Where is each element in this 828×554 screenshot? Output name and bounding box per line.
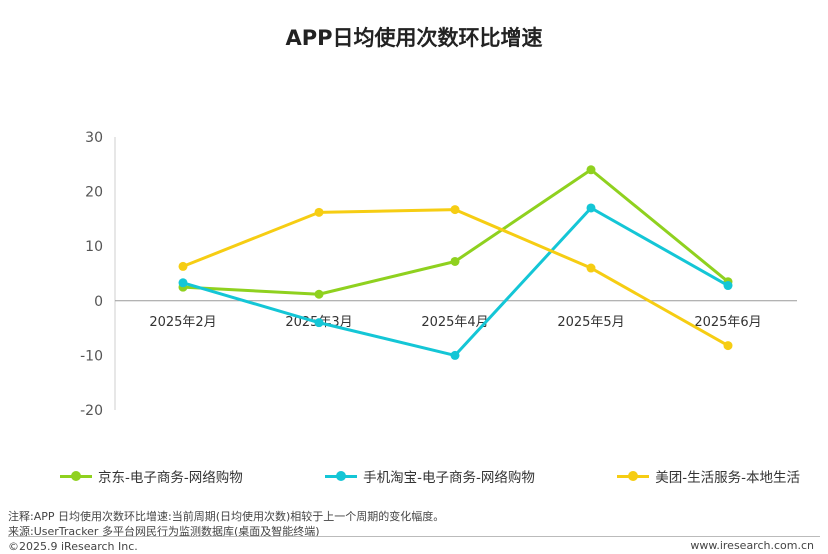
y-tick-label-0: 30 <box>85 130 103 146</box>
footer-note: 注释:APP 日均使用次数环比增速:当前周期(日均使用次数)相较于上一个周期的变… <box>8 510 445 523</box>
data-point-1-2 <box>450 350 460 360</box>
x-tick-label-3: 2025年5月 <box>557 315 624 330</box>
legend-item-taobao: 手机淘宝-电子商务-网络购物 <box>325 466 535 486</box>
legend-label-taobao: 手机淘宝-电子商务-网络购物 <box>363 470 535 486</box>
axes: 3020100-10-202025年2月2025年3月2025年4月2025年5… <box>80 130 797 419</box>
data-point-1-4 <box>723 281 733 291</box>
data-point-1-0 <box>178 278 188 288</box>
y-tick-label-4: -10 <box>80 348 103 364</box>
data-point-0-2 <box>450 256 460 266</box>
data-point-2-4 <box>723 341 733 351</box>
line-chart: 3020100-10-202025年2月2025年3月2025年4月2025年5… <box>80 130 797 419</box>
data-point-1-1 <box>314 318 324 328</box>
x-tick-label-4: 2025年6月 <box>694 315 761 330</box>
legend-label-meituan: 美团-生活服务-本地生活 <box>655 470 800 486</box>
chart-legend: 京东-电子商务-网络购物 手机淘宝-电子商务-网络购物 美团-生活服务-本地生活 <box>60 466 800 486</box>
series-line-0 <box>182 168 729 296</box>
series-layer <box>178 165 733 360</box>
chart-title: APP日均使用次数环比增速 <box>285 26 543 50</box>
x-tick-label-0: 2025年2月 <box>149 315 216 330</box>
legend-swatch-meituan <box>617 470 650 482</box>
footer-notes: 注释:APP 日均使用次数环比增速:当前周期(日均使用次数)相较于上一个周期的变… <box>8 509 444 554</box>
data-point-0-1 <box>314 289 324 299</box>
legend-swatch-taobao <box>325 470 358 482</box>
data-point-2-3 <box>586 263 596 273</box>
data-point-2-1 <box>314 207 324 217</box>
series-line-1 <box>182 206 729 357</box>
legend-item-jd: 京东-电子商务-网络购物 <box>60 466 243 486</box>
y-tick-label-5: -20 <box>80 403 103 419</box>
data-point-2-2 <box>450 205 460 215</box>
y-tick-label-1: 20 <box>85 185 103 201</box>
footer-source: 来源:UserTracker 多平台网民行为监测数据库(桌面及智能终端) <box>8 525 320 538</box>
x-tick-label-2: 2025年4月 <box>421 315 488 330</box>
y-tick-label-3: 0 <box>94 294 103 310</box>
y-tick-label-2: 10 <box>85 239 103 255</box>
footer-website: www.iresearch.com.cn <box>690 539 814 552</box>
legend-item-meituan: 美团-生活服务-本地生活 <box>617 466 800 486</box>
footer-copyright: ©2025.9 iResearch Inc. <box>8 540 138 553</box>
data-point-0-3 <box>586 165 596 175</box>
legend-swatch-jd <box>60 470 92 482</box>
data-point-2-0 <box>178 261 188 271</box>
legend-label-jd: 京东-电子商务-网络购物 <box>98 470 243 486</box>
data-point-1-3 <box>586 203 596 213</box>
footer-divider <box>8 536 820 537</box>
